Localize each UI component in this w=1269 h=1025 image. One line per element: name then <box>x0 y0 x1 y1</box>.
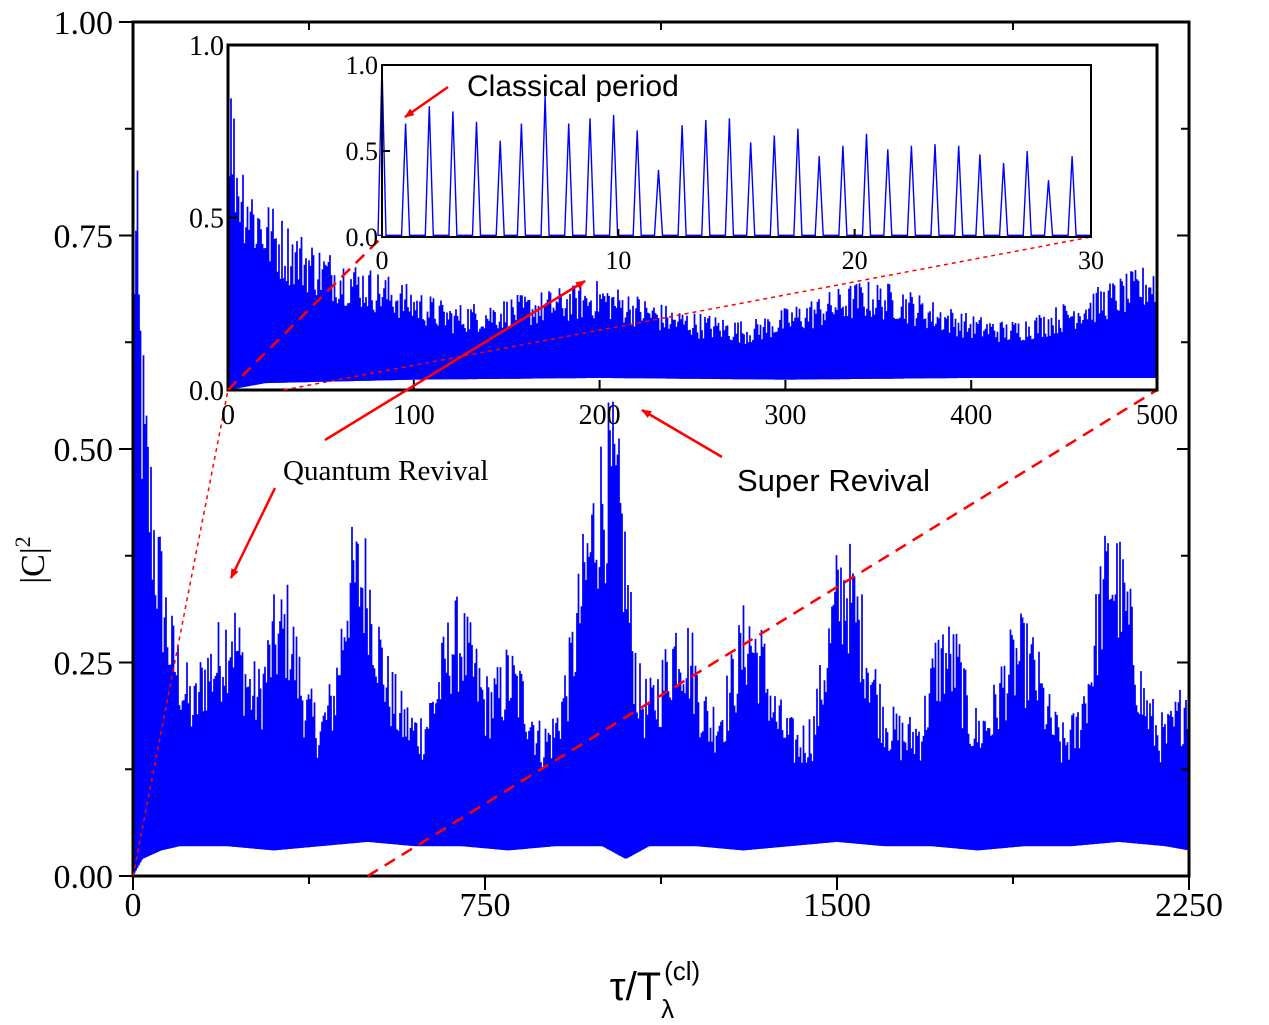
inset2-series-signal <box>377 64 1091 236</box>
inset2-x-tick-label: 0 <box>376 246 389 275</box>
annotation-super-revival: Super Revival <box>737 463 930 498</box>
zoom-line-inset1-left <box>227 236 383 391</box>
inset1-y-tick-label: 0.5 <box>189 203 224 234</box>
inset1-x-tick-label: 0 <box>221 400 235 431</box>
inset1-y-tick-label: 1.0 <box>189 31 224 62</box>
super-revival-arrow <box>641 408 723 459</box>
inset2-y-tick-label: 1.0 <box>346 51 379 80</box>
main-series-signal <box>132 139 1190 876</box>
quantum-revival-arrow-inset <box>324 279 586 442</box>
main-x-tick-label: 1500 <box>803 887 871 924</box>
inset2-y-tick-label: 0.0 <box>346 223 379 252</box>
inset2-y-tick-label: 0.5 <box>346 137 379 166</box>
annotation-classical-period: Classical period <box>467 70 679 103</box>
inset2-x-tick-label: 30 <box>1078 246 1104 275</box>
inset1-x-tick-label: 500 <box>1136 400 1178 431</box>
inset2-x-tick-label: 10 <box>605 246 631 275</box>
main-x-tick-label: 750 <box>460 887 511 924</box>
inset1-x-tick-label: 100 <box>393 400 435 431</box>
main-x-tick-label: 0 <box>125 887 142 924</box>
main-y-tick-label: 0.25 <box>54 645 114 682</box>
inset1-x-tick-label: 200 <box>579 400 621 431</box>
zoom-line-main-left <box>132 389 229 877</box>
zoom-line-main-right <box>367 388 1158 878</box>
annotations: Quantum Revival Super Revival Classical … <box>229 70 930 579</box>
inset2-signal-path <box>377 64 1091 236</box>
zoom-lines-inset1-to-inset2 <box>227 236 1092 391</box>
zoom-lines-main-to-inset1 <box>132 388 1158 878</box>
inset2-plot: 0 10 20 30 0.0 0.5 1.0 <box>346 51 1105 275</box>
main-y-tick-label: 1.00 <box>54 5 114 42</box>
inset2-x-tick-label: 20 <box>842 246 868 275</box>
main-y-axis-label-group: |C|2 <box>10 536 52 583</box>
main-y-axis-label: |C|2 <box>10 536 52 583</box>
inset1-x-tick-label: 400 <box>950 400 992 431</box>
inset1-signal-band <box>228 200 1157 390</box>
classical-period-arrow <box>404 85 449 119</box>
main-y-tick-label: 0.75 <box>54 218 114 255</box>
inset1-x-tick-label: 300 <box>764 400 806 431</box>
zoom-line-inset1-right <box>283 236 1092 391</box>
inset1-y-tick-label: 0.0 <box>189 376 224 407</box>
main-y-tick-label: 0.50 <box>54 432 114 469</box>
main-y-tick-label: 0.00 <box>54 859 114 896</box>
annotation-quantum-revival: Quantum Revival <box>283 455 488 487</box>
inset2-axis-ticks: 0 10 20 30 0.0 0.5 1.0 <box>346 51 1105 275</box>
main-x-tick-label: 2250 <box>1155 887 1223 924</box>
main-signal-band <box>133 406 1189 876</box>
main-x-axis-label: τ/Tλ(cl) <box>610 956 700 1024</box>
quantum-revival-arrow-main <box>229 487 277 579</box>
